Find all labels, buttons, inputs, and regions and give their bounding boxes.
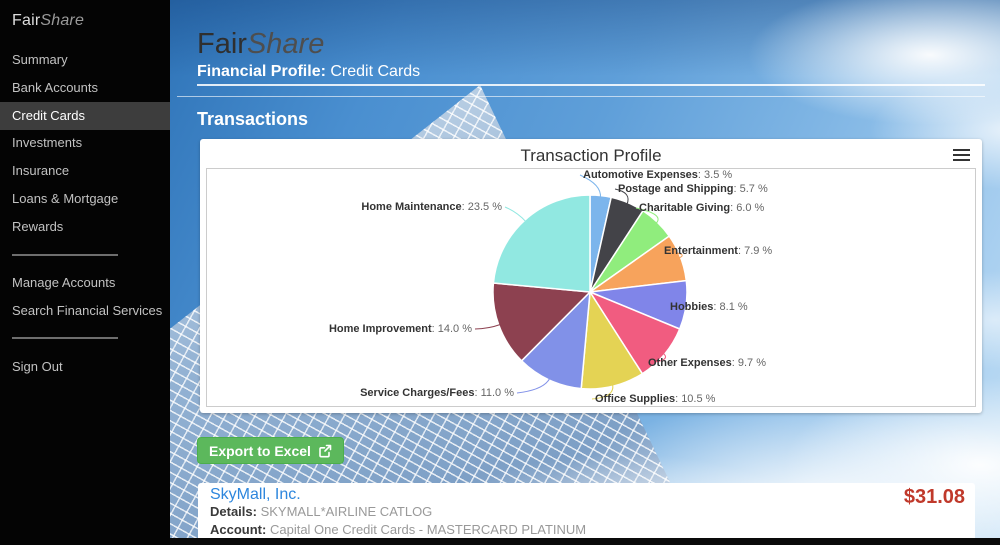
pie-label-connector — [591, 384, 614, 400]
sidebar-item-rewards[interactable]: Rewards — [12, 219, 64, 234]
sidebar-item-bank-accounts[interactable]: Bank Accounts — [12, 80, 98, 95]
pie-label-other-expenses: Other Expenses: 9.7 % — [648, 357, 767, 369]
pie-label-connector — [504, 206, 527, 223]
transaction-details: Details: SKYMALL*AIRLINE CATLOG — [210, 504, 433, 519]
page-brand-logo: FairShare — [197, 28, 325, 60]
bottom-bar — [0, 538, 1000, 545]
pie-label-hobbies: Hobbies: 8.1 % — [670, 301, 748, 313]
page-title: Financial Profile: Credit Cards — [197, 63, 421, 80]
hamburger-menu-icon — [953, 154, 970, 156]
pie-label-connector — [644, 352, 666, 364]
pie-label-connector — [635, 207, 659, 224]
sidebar-divider — [12, 254, 118, 256]
pie-label-service-charges-fees: Service Charges/Fees: 11.0 % — [360, 387, 514, 399]
pie-label-office-supplies: Office Supplies: 10.5 % — [595, 393, 716, 405]
hamburger-menu-icon — [953, 159, 970, 161]
export-button-label: Export to Excel — [209, 442, 311, 459]
transaction-account: Account: Capital One Credit Cards - MAST… — [210, 522, 587, 537]
sidebar-item-summary[interactable]: Summary — [12, 52, 68, 67]
pie-label-connector — [516, 377, 551, 394]
pie-label-entertainment: Entertainment: 7.9 % — [664, 245, 773, 257]
sidebar-item-manage-accounts[interactable]: Manage Accounts — [12, 275, 116, 290]
pie-label-postage-and-shipping: Postage and Shipping: 5.7 % — [618, 183, 768, 195]
chart-plot-border — [206, 168, 976, 407]
sidebar: FairShare Summary Bank Accounts Credit C… — [0, 0, 170, 545]
sidebar-item-credit-cards[interactable]: Credit Cards — [0, 102, 170, 130]
transactions-section-title: Transactions — [197, 109, 309, 129]
pie-label-automotive-expenses: Automotive Expenses: 3.5 % — [583, 169, 733, 181]
chart-context-menu-button[interactable] — [953, 149, 970, 161]
export-to-excel-button[interactable]: Export to Excel — [197, 437, 344, 464]
pie-label-connector — [666, 304, 689, 308]
pie-chart — [474, 174, 689, 400]
sidebar-brand-logo: FairShare — [12, 12, 85, 29]
pie-label-home-maintenance: Home Maintenance: 23.5 % — [361, 201, 502, 213]
chart-title: Transaction Profile — [520, 146, 662, 165]
sidebar-item-sign-out[interactable]: Sign Out — [12, 359, 63, 374]
pie-label-connector — [474, 323, 501, 330]
external-link-icon — [319, 444, 332, 457]
header-divider — [197, 84, 985, 86]
pie-label-connector — [614, 188, 629, 205]
transaction-row-card: SkyMall, Inc. Details: SKYMALL*AIRLINE C… — [198, 483, 975, 538]
sidebar-divider — [12, 337, 118, 339]
pie-label-connector — [660, 250, 683, 259]
pie-label-connector — [579, 174, 601, 198]
sidebar-item-loans-mortgage[interactable]: Loans & Mortgage — [12, 191, 119, 206]
transaction-amount: $31.08 — [903, 486, 965, 508]
transaction-profile-chart-card: Transaction Profile Automotive Expenses:… — [200, 139, 982, 413]
pie-label-home-improvement: Home Improvement: 14.0 % — [328, 323, 472, 335]
sidebar-item-investments[interactable]: Investments — [12, 135, 83, 150]
hamburger-menu-icon — [953, 149, 970, 151]
transaction-merchant-link[interactable]: SkyMall, Inc. — [210, 486, 301, 503]
sidebar-item-search-financial-services[interactable]: Search Financial Services — [12, 303, 163, 318]
header-divider-thin — [177, 96, 985, 97]
sidebar-item-insurance[interactable]: Insurance — [12, 163, 70, 178]
pie-label-charitable-giving: Charitable Giving: 6.0 % — [639, 202, 765, 214]
